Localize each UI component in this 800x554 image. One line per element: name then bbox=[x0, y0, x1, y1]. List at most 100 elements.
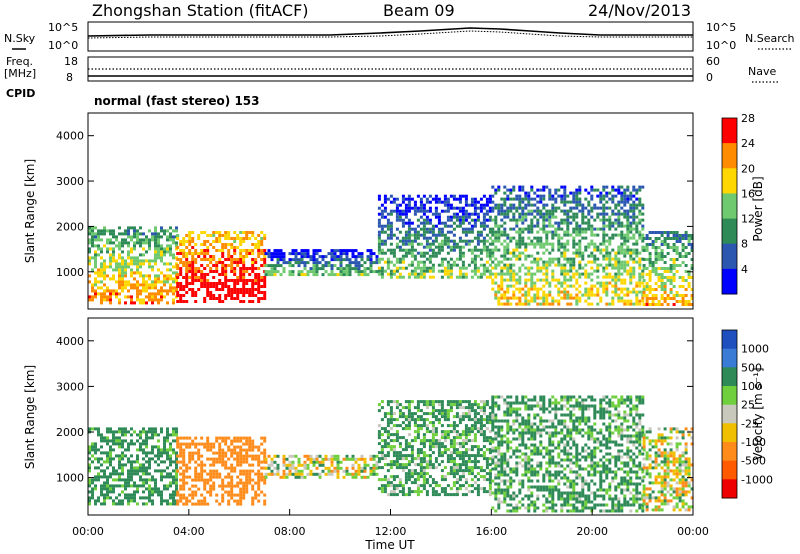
power-cell bbox=[260, 264, 264, 267]
velocity-cell bbox=[425, 406, 429, 410]
power-cell bbox=[672, 273, 676, 276]
power-cell bbox=[392, 209, 396, 213]
velocity-cell bbox=[239, 451, 243, 455]
power-cell bbox=[446, 200, 450, 204]
power-cell bbox=[282, 255, 286, 259]
power-cell bbox=[248, 267, 252, 270]
power-cell bbox=[638, 230, 642, 234]
power-cell bbox=[203, 252, 207, 255]
power-cell bbox=[377, 257, 381, 261]
velocity-cell bbox=[257, 475, 261, 479]
power-cell bbox=[291, 252, 295, 256]
velocity-cell bbox=[363, 457, 367, 461]
power-cell bbox=[300, 252, 304, 256]
power-cell bbox=[497, 260, 501, 264]
velocity-cell bbox=[497, 503, 501, 507]
power-cell bbox=[312, 261, 316, 265]
velocity-cell bbox=[103, 493, 106, 497]
velocity-cell bbox=[416, 409, 420, 413]
power-cell bbox=[563, 203, 567, 207]
power-cell bbox=[100, 247, 103, 251]
power-cell bbox=[321, 255, 325, 259]
velocity-cell bbox=[245, 457, 249, 461]
power-cell bbox=[419, 206, 423, 210]
power-cell bbox=[434, 200, 438, 204]
velocity-cell bbox=[470, 406, 474, 410]
power-cell bbox=[118, 280, 121, 284]
velocity-cell bbox=[148, 451, 151, 455]
power-cell bbox=[654, 249, 658, 252]
power-cell bbox=[590, 278, 594, 282]
power-cell bbox=[491, 254, 495, 258]
velocity-cell bbox=[482, 490, 486, 494]
velocity-cell bbox=[294, 472, 298, 476]
power-cell bbox=[536, 230, 540, 234]
power-cell bbox=[103, 265, 106, 269]
power-colorbar-frame bbox=[721, 117, 738, 295]
velocity-cell bbox=[215, 436, 219, 440]
velocity-cell bbox=[103, 439, 106, 443]
velocity-cell bbox=[112, 436, 115, 440]
power-cell bbox=[407, 203, 411, 207]
power-cell bbox=[584, 245, 588, 249]
power-cell bbox=[416, 251, 420, 255]
power-cell bbox=[599, 251, 603, 255]
velocity-cell bbox=[389, 427, 393, 431]
power-cell bbox=[482, 272, 486, 276]
power-cell bbox=[118, 262, 121, 266]
power-cell bbox=[443, 266, 447, 270]
velocity-cell bbox=[172, 493, 175, 497]
velocity-cell bbox=[407, 463, 411, 467]
power-cell bbox=[151, 295, 154, 299]
velocity-cell bbox=[88, 466, 91, 470]
power-cell bbox=[551, 230, 555, 234]
velocity-cell bbox=[106, 496, 109, 500]
power-cell bbox=[233, 258, 237, 261]
power-cell bbox=[497, 248, 501, 252]
power-cell bbox=[160, 292, 163, 296]
power-cell bbox=[524, 245, 528, 249]
power-cell bbox=[663, 285, 667, 288]
velocity-cell bbox=[121, 469, 124, 473]
velocity-cell bbox=[257, 469, 261, 473]
power-cell bbox=[521, 227, 525, 231]
power-cell bbox=[407, 221, 411, 225]
velocity-cell bbox=[245, 442, 249, 446]
velocity-cell bbox=[395, 460, 399, 464]
power-cell bbox=[503, 185, 507, 189]
power-cell bbox=[660, 273, 664, 276]
power-cell bbox=[551, 233, 555, 237]
velocity-cell bbox=[248, 454, 252, 458]
velocity-cell bbox=[431, 490, 435, 494]
power-cell bbox=[377, 251, 381, 255]
power-cell bbox=[494, 188, 498, 192]
power-cell bbox=[151, 259, 154, 263]
power-cell bbox=[641, 299, 645, 303]
power-cell bbox=[485, 266, 489, 270]
power-cell bbox=[545, 224, 549, 228]
velocity-cell bbox=[395, 424, 399, 428]
power-cell bbox=[641, 212, 645, 216]
velocity-cell bbox=[297, 472, 301, 476]
power-cell bbox=[127, 244, 130, 248]
power-cell bbox=[669, 246, 673, 249]
velocity-cell bbox=[413, 424, 417, 428]
velocity-cell bbox=[428, 475, 432, 479]
velocity-cell bbox=[166, 433, 169, 437]
power-cell bbox=[157, 238, 160, 242]
power-colorbar-tick-label: 24 bbox=[741, 137, 755, 150]
power-cell bbox=[106, 298, 109, 302]
power-cell bbox=[191, 246, 195, 249]
velocity-cell bbox=[485, 427, 489, 431]
velocity-cell bbox=[263, 493, 267, 497]
velocity-cell bbox=[398, 481, 402, 485]
velocity-cell bbox=[221, 487, 225, 491]
power-cell bbox=[407, 251, 411, 255]
velocity-cell bbox=[203, 484, 207, 488]
velocity-cell bbox=[488, 421, 492, 425]
velocity-cell bbox=[473, 463, 477, 467]
power-cell bbox=[521, 212, 525, 216]
power-cell bbox=[614, 212, 618, 216]
velocity-cell bbox=[106, 475, 109, 479]
velocity-cell bbox=[179, 484, 183, 488]
